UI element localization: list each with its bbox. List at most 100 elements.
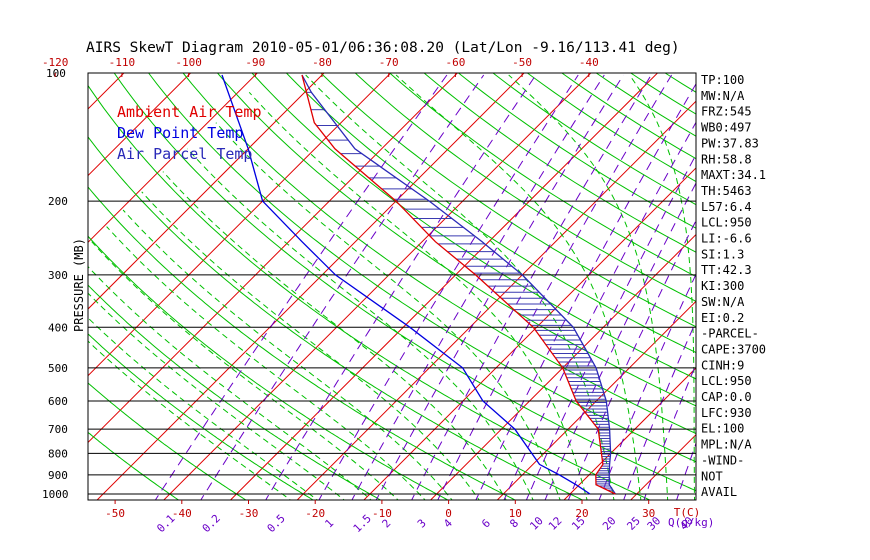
index-entry: EL:100: [701, 422, 744, 436]
mixing-ratio-line: [475, 82, 696, 500]
legend: Ambient Air Temp Dew Point Temp Air Parc…: [117, 103, 262, 163]
isotherm-line: [229, 73, 659, 500]
top-temp-tick-label: -40: [579, 56, 599, 69]
isotherm-line: [88, 73, 125, 110]
index-entry: MW:N/A: [701, 89, 745, 103]
index-entry: WB0:497: [701, 121, 752, 135]
isotherm-line: [0, 66, 65, 503]
index-entry: MAXT:34.1: [701, 168, 766, 182]
index-entry: KI:300: [701, 279, 744, 293]
index-entry: EI:0.2: [701, 311, 744, 325]
index-entry: PW:37.83: [701, 136, 759, 150]
isotherm-line: [88, 73, 192, 177]
mixing-ratio-label: 0.2: [200, 512, 223, 535]
pressure-tick-label: 300: [48, 269, 68, 282]
index-entry: LCL:950: [701, 216, 752, 230]
index-entry: RH:58.8: [701, 152, 752, 166]
isotherm-line: [429, 233, 696, 500]
dry-adiabat-line: [88, 431, 180, 500]
dry-adiabat-line: [88, 382, 247, 500]
dry-adiabat-line: [423, 73, 696, 253]
pressure-tick-label: 500: [48, 362, 68, 375]
mixing-ratio-line: [375, 74, 624, 500]
dry-adiabat-line: [664, 73, 696, 93]
top-temp-tick-label: -60: [445, 56, 465, 69]
dry-adiabat-line: [251, 73, 696, 380]
index-entry: MPL:N/A: [701, 438, 752, 452]
index-entry: TT:42.3: [701, 263, 752, 277]
mixing-ratio-label: 20: [600, 514, 619, 533]
index-entry: FRZ:545: [701, 105, 752, 119]
pressure-lines: [88, 200, 696, 495]
index-entry: L57:6.4: [701, 200, 752, 214]
index-entry: TH:5463: [701, 184, 752, 198]
bottom-temp-tick-label: -40: [172, 507, 192, 520]
bottom-temp-tick-label: -20: [305, 507, 325, 520]
plot-frame: [87, 72, 697, 501]
bottom-temp-tick-label: 20: [575, 507, 588, 520]
mixing-ratio-line: [676, 441, 696, 500]
top-temp-tick-label: -80: [312, 56, 332, 69]
bottom-temp-tick-label: 10: [509, 507, 522, 520]
isotherm-line: [563, 367, 696, 500]
top-temp-tick-label: -70: [379, 56, 399, 69]
dry-adiabat-line: [354, 73, 696, 302]
mixing-ratio-line: [525, 153, 696, 500]
pressure-tick-label: 600: [48, 395, 68, 408]
y-axis-label: PRESSURE (MB): [72, 238, 86, 332]
isotherm-line: [363, 167, 696, 500]
isotherm-line: [88, 73, 325, 310]
pressure-tick-label: 100: [46, 67, 66, 80]
profile-lines: [221, 74, 616, 495]
pressure-tick-label: 400: [48, 321, 68, 334]
dry-adiabat-line: [790, 66, 870, 503]
index-entry: CINH:9: [701, 358, 744, 372]
isotherm-line: [88, 73, 392, 377]
dry-adiabat-line: [285, 73, 696, 354]
dry-adiabat-line: [216, 73, 696, 407]
index-entry: LI:-6.6: [701, 232, 752, 246]
mixing-ratio-line: [154, 74, 448, 500]
mixing-ratio-label: 25: [624, 514, 643, 533]
moist-adiabat-line: [88, 317, 319, 500]
index-entry: SI:1.3: [701, 247, 744, 261]
isotherm-line: [761, 66, 870, 503]
parcel-temp-line: [301, 74, 616, 495]
moist-adiabat-line: [88, 340, 292, 500]
temp-axis-label: T(C): [674, 506, 701, 519]
top-temp-tick-label: -100: [175, 56, 202, 69]
index-entry: LFC:930: [701, 406, 752, 420]
bottom-temp-tick-label: -50: [105, 507, 125, 520]
moist-adiabat-line: [122, 209, 453, 500]
ambient-temp-line: [301, 74, 616, 495]
moist-adiabat-line: [141, 191, 480, 500]
mixing-ratio-label: 12: [546, 514, 565, 533]
isotherm-line: [96, 73, 525, 500]
moist-adiabat-line: [162, 171, 507, 500]
top-temp-tick-label: -90: [245, 56, 265, 69]
dewpoint-temp-line: [221, 74, 591, 495]
legend-ambient: Ambient Air Temp: [117, 103, 262, 121]
mixing-ratio-label: 10: [527, 514, 546, 533]
mixing-ratio-line: [318, 74, 579, 500]
mixing-ratio-line: [643, 362, 696, 500]
index-entry: AVAIL: [701, 485, 737, 499]
mixing-ratio-line: [623, 319, 696, 500]
index-entry: LCL:950: [701, 374, 752, 388]
mixing-ratio-line: [411, 74, 652, 500]
moist-adiabat-line: [215, 122, 561, 500]
dry-adiabat-line: [756, 66, 870, 503]
dry-adiabat-line: [388, 73, 696, 278]
mixing-ratio-label: 3: [415, 517, 429, 531]
index-entry: TP:100: [701, 73, 744, 87]
isotherm-line: [88, 73, 459, 444]
bottom-temp-tick-label: 0: [445, 507, 452, 520]
dry-adiabat-line: [88, 84, 651, 500]
dry-adiabat-line: [88, 136, 584, 500]
index-entry: -PARCEL-: [701, 327, 759, 341]
isotherm-line: [88, 73, 259, 244]
dry-adiabat-line: [824, 66, 870, 503]
